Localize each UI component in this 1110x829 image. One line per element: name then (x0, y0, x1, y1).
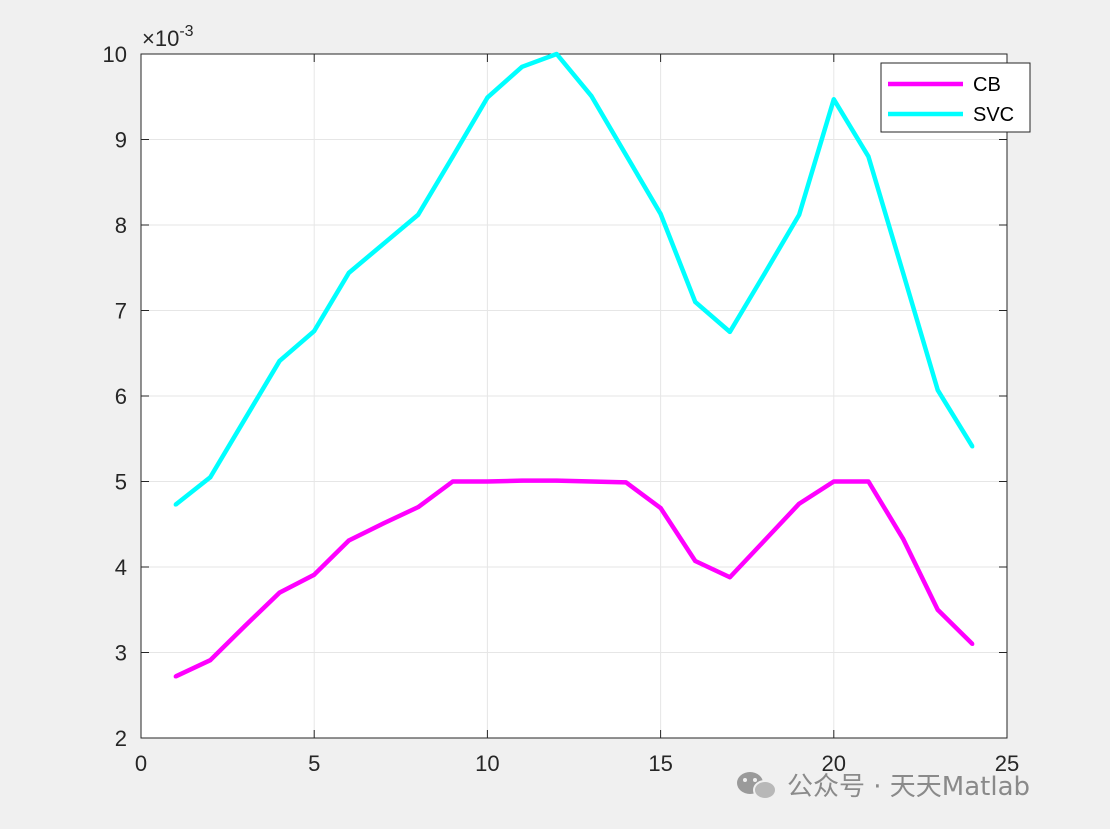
data-point-svc (208, 475, 213, 480)
data-point-svc (935, 388, 940, 393)
x-tick-label: 0 (135, 751, 147, 776)
y-tick-label: 2 (115, 726, 127, 751)
data-point-svc (727, 329, 732, 334)
exponent-times: ×10 (142, 26, 179, 51)
data-point-svc (831, 97, 836, 102)
data-point-svc (901, 270, 906, 275)
x-tick-labels: 0 5 10 15 20 25 (135, 751, 1019, 776)
data-point-cb (242, 623, 247, 628)
data-point-svc (416, 212, 421, 217)
watermark-text: 公众号 · 天天Matlab (787, 772, 1030, 802)
data-point-svc (762, 271, 767, 276)
y-tick-label: 9 (115, 128, 127, 153)
data-point-svc (242, 417, 247, 422)
data-point-cb (416, 505, 421, 510)
x-tick-label: 15 (648, 751, 672, 776)
data-point-cb (208, 658, 213, 663)
data-point-cb (797, 501, 802, 506)
data-point-cb (381, 521, 386, 526)
data-point-svc (450, 154, 455, 159)
data-point-cb (450, 479, 455, 484)
exponent-power: -3 (179, 23, 193, 40)
legend[interactable]: CB SVC (880, 62, 1031, 133)
data-point-svc (589, 93, 594, 98)
series-line-cb (174, 478, 974, 679)
x-tick-label: 5 (308, 751, 320, 776)
data-point-svc (693, 299, 698, 304)
watermark: 公众号 · 天天Matlab (737, 772, 1030, 802)
data-point-svc (623, 152, 628, 157)
data-point-svc (312, 329, 317, 334)
data-point-svc (381, 241, 386, 246)
data-point-svc (277, 358, 282, 363)
data-point-cb (970, 641, 975, 646)
data-point-svc (485, 95, 490, 100)
legend-label-svc: SVC (973, 104, 1014, 126)
data-point-cb (277, 590, 282, 595)
wechat-icon (737, 772, 777, 800)
y-tick-label: 7 (115, 299, 127, 324)
data-point-cb (485, 479, 490, 484)
data-point-cb (762, 538, 767, 543)
tick-marks (140, 53, 1008, 739)
data-point-cb (554, 478, 559, 483)
data-point-cb (727, 575, 732, 580)
data-point-cb (312, 572, 317, 577)
data-point-svc (520, 64, 525, 69)
data-point-cb (520, 478, 525, 483)
x-tick-label: 10 (475, 751, 499, 776)
data-point-svc (173, 502, 178, 507)
y-tick-label: 4 (115, 555, 127, 580)
legend-label-cb: CB (973, 74, 1001, 96)
data-point-svc (797, 212, 802, 217)
y-tick-label: 10 (103, 42, 127, 67)
data-point-cb (658, 506, 663, 511)
data-point-cb (866, 479, 871, 484)
y-exponent-label: ×10-3 (142, 23, 194, 51)
data-point-cb (589, 479, 594, 484)
y-tick-label: 5 (115, 470, 127, 495)
x-tick-label: 25 (995, 751, 1019, 776)
data-point-cb (623, 480, 628, 485)
y-tick-labels: 2 3 4 5 6 7 8 9 10 (103, 42, 127, 751)
data-point-svc (658, 211, 663, 216)
data-point-svc (554, 52, 559, 56)
data-point-cb (173, 674, 178, 679)
data-point-cb (831, 479, 836, 484)
legend-box (880, 62, 1031, 133)
y-tick-label: 6 (115, 384, 127, 409)
data-point-cb (346, 538, 351, 543)
y-tick-label: 8 (115, 213, 127, 238)
y-tick-label: 3 (115, 641, 127, 666)
data-point-cb (693, 559, 698, 564)
data-point-svc (970, 444, 975, 449)
series-group (173, 51, 975, 679)
series-line-svc (174, 51, 975, 507)
data-point-svc (346, 270, 351, 275)
data-point-cb (935, 607, 940, 612)
x-tick-label: 20 (822, 751, 846, 776)
data-point-svc (866, 154, 871, 159)
data-point-cb (901, 536, 906, 541)
